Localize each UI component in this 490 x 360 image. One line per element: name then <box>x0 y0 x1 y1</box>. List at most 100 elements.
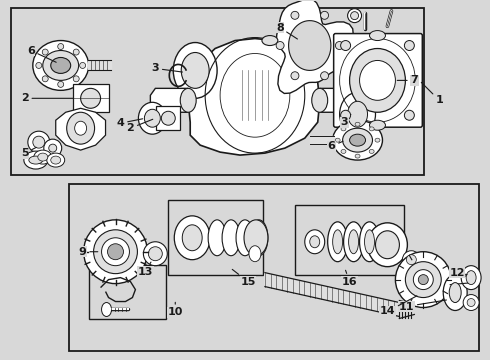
Text: 3: 3 <box>341 114 351 127</box>
Ellipse shape <box>94 230 137 274</box>
Ellipse shape <box>405 262 441 298</box>
Ellipse shape <box>418 275 428 285</box>
Ellipse shape <box>249 246 261 262</box>
Ellipse shape <box>148 247 162 261</box>
Text: 1: 1 <box>421 82 443 105</box>
Ellipse shape <box>368 223 407 267</box>
Ellipse shape <box>74 121 87 135</box>
Polygon shape <box>150 88 188 112</box>
Ellipse shape <box>461 266 481 289</box>
Ellipse shape <box>347 9 362 23</box>
Ellipse shape <box>73 76 79 82</box>
Ellipse shape <box>395 252 451 307</box>
Ellipse shape <box>369 120 386 130</box>
Ellipse shape <box>244 220 268 256</box>
Ellipse shape <box>467 298 475 306</box>
Ellipse shape <box>144 242 167 266</box>
Ellipse shape <box>180 88 196 112</box>
Ellipse shape <box>466 271 476 285</box>
Text: 11: 11 <box>399 300 446 311</box>
Polygon shape <box>188 39 319 155</box>
Polygon shape <box>450 275 473 285</box>
Ellipse shape <box>181 53 209 88</box>
Ellipse shape <box>42 49 48 55</box>
Ellipse shape <box>355 154 360 158</box>
Text: 12: 12 <box>449 267 467 278</box>
Ellipse shape <box>443 275 467 310</box>
Ellipse shape <box>222 220 240 256</box>
Ellipse shape <box>291 72 299 80</box>
Text: 14: 14 <box>380 296 417 316</box>
Ellipse shape <box>161 111 175 125</box>
Ellipse shape <box>49 144 57 152</box>
Ellipse shape <box>343 128 372 152</box>
Ellipse shape <box>349 134 366 146</box>
Ellipse shape <box>343 222 364 262</box>
Bar <box>295 205 404 275</box>
Text: 2: 2 <box>126 119 153 133</box>
Ellipse shape <box>449 283 461 302</box>
Ellipse shape <box>335 138 340 142</box>
Ellipse shape <box>335 41 343 50</box>
Bar <box>156 106 180 130</box>
Ellipse shape <box>402 251 420 269</box>
Polygon shape <box>276 0 353 94</box>
Ellipse shape <box>406 255 416 265</box>
Ellipse shape <box>84 220 147 284</box>
Ellipse shape <box>42 76 48 82</box>
Ellipse shape <box>463 294 479 310</box>
Text: 8: 8 <box>276 23 297 39</box>
Text: 7: 7 <box>397 75 418 85</box>
Ellipse shape <box>333 120 383 160</box>
Ellipse shape <box>355 122 360 126</box>
Ellipse shape <box>333 230 343 254</box>
Ellipse shape <box>341 110 350 120</box>
Ellipse shape <box>236 220 254 256</box>
Text: 13: 13 <box>138 262 153 276</box>
Bar <box>168 200 263 275</box>
Ellipse shape <box>101 238 129 266</box>
Ellipse shape <box>182 225 202 251</box>
Polygon shape <box>56 108 105 150</box>
Ellipse shape <box>58 81 64 87</box>
Ellipse shape <box>369 149 374 153</box>
Ellipse shape <box>33 41 89 90</box>
Ellipse shape <box>145 109 160 127</box>
Text: 6: 6 <box>328 141 343 151</box>
Ellipse shape <box>34 150 52 164</box>
Ellipse shape <box>414 270 433 289</box>
Bar <box>89 265 166 319</box>
Text: 4: 4 <box>117 118 143 128</box>
Ellipse shape <box>305 230 325 254</box>
Ellipse shape <box>29 156 43 164</box>
Ellipse shape <box>107 244 123 260</box>
Ellipse shape <box>375 138 380 142</box>
Ellipse shape <box>349 49 405 112</box>
Ellipse shape <box>44 139 62 157</box>
Ellipse shape <box>173 42 217 98</box>
FancyBboxPatch shape <box>334 33 422 127</box>
Ellipse shape <box>262 36 278 45</box>
Ellipse shape <box>36 62 42 68</box>
Ellipse shape <box>320 72 329 80</box>
Ellipse shape <box>360 60 395 100</box>
Ellipse shape <box>350 12 359 20</box>
Ellipse shape <box>310 236 319 248</box>
Ellipse shape <box>47 153 65 167</box>
Ellipse shape <box>28 131 50 153</box>
Text: 9: 9 <box>79 247 98 257</box>
Ellipse shape <box>404 41 415 50</box>
Text: 6: 6 <box>27 45 56 62</box>
Ellipse shape <box>341 127 346 131</box>
Text: 2: 2 <box>21 93 73 103</box>
Bar <box>73 84 108 112</box>
Bar <box>11 8 424 175</box>
Ellipse shape <box>360 222 379 262</box>
Ellipse shape <box>38 153 48 161</box>
Ellipse shape <box>43 50 78 80</box>
Text: 15: 15 <box>232 269 256 287</box>
Ellipse shape <box>67 112 95 144</box>
Ellipse shape <box>328 222 347 262</box>
Ellipse shape <box>73 49 79 55</box>
Text: 16: 16 <box>342 270 357 287</box>
